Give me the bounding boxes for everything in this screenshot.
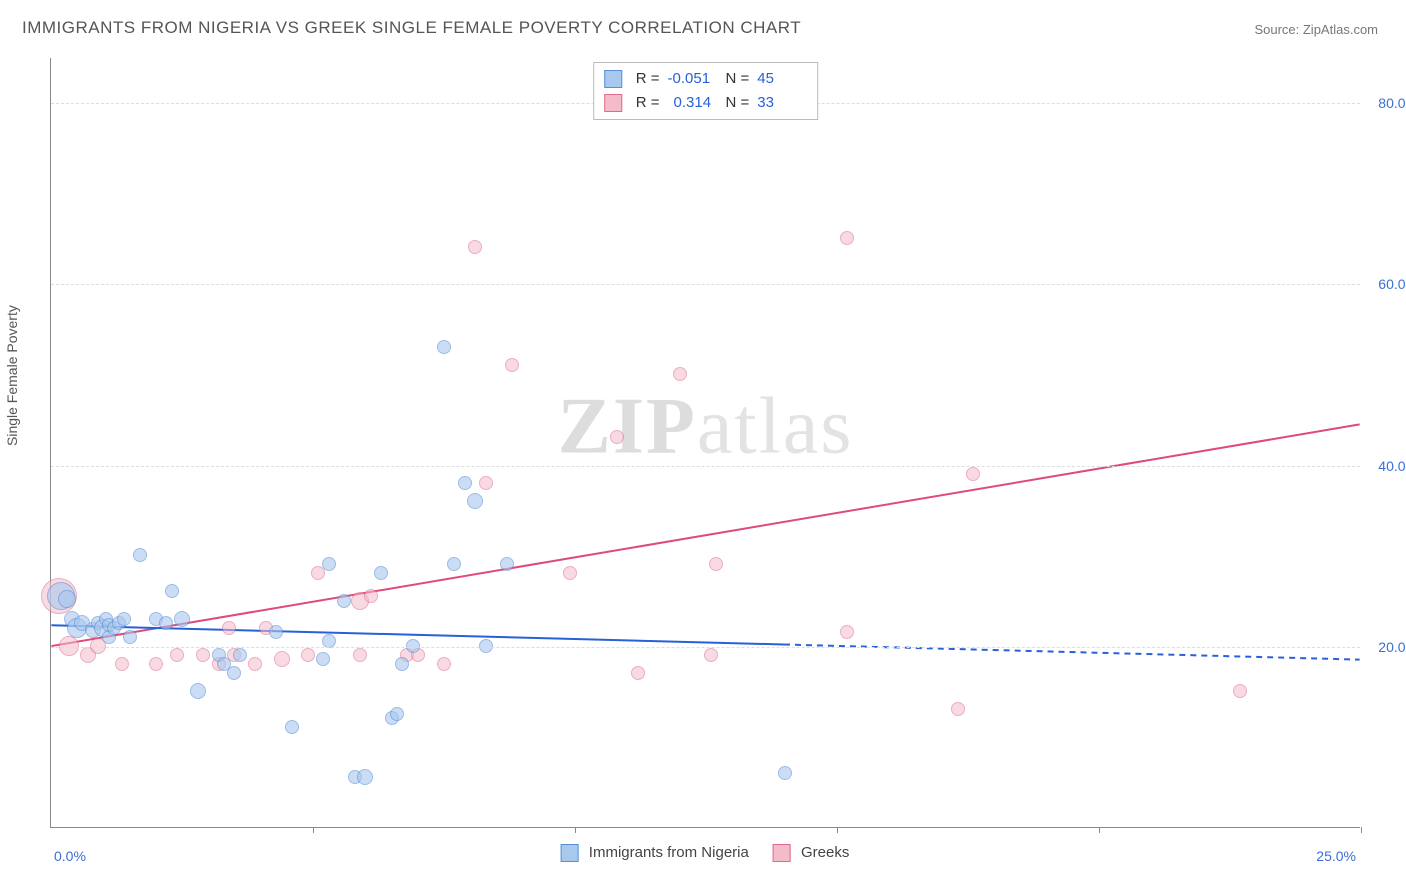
data-point [395, 657, 409, 671]
data-point [840, 625, 854, 639]
data-point [133, 548, 147, 562]
swatch-greeks [604, 94, 622, 112]
legend-label-greeks: Greeks [801, 844, 849, 861]
swatch-nigeria [604, 70, 622, 88]
source-label: Source: ZipAtlas.com [1254, 22, 1378, 37]
data-point [248, 657, 262, 671]
data-point [364, 589, 378, 603]
data-point [285, 720, 299, 734]
data-point [951, 702, 965, 716]
y-tick-label: 60.0% [1378, 276, 1406, 292]
data-point [468, 240, 482, 254]
x-min-label: 0.0% [54, 848, 86, 864]
data-point [563, 566, 577, 580]
data-point [196, 648, 210, 662]
x-axis-area: 0.0% Immigrants from Nigeria Greeks 25.0… [50, 838, 1360, 878]
data-point [159, 616, 173, 630]
data-point [174, 611, 190, 627]
data-point [170, 648, 184, 662]
plot-area: ZIPatlas R = -0.051 N = 45 R = 0.314 N =… [50, 58, 1360, 828]
y-tick-label: 40.0% [1378, 458, 1406, 474]
scatter-points [51, 58, 1360, 827]
correlation-legend: R = -0.051 N = 45 R = 0.314 N = 33 [593, 62, 819, 120]
swatch-nigeria-icon [561, 844, 579, 862]
data-point [1233, 684, 1247, 698]
data-point [610, 430, 624, 444]
data-point [337, 594, 351, 608]
data-point [353, 648, 367, 662]
series-legend: Immigrants from Nigeria Greeks [561, 844, 850, 862]
data-point [437, 340, 451, 354]
legend-item-greeks: Greeks [773, 844, 850, 862]
data-point [840, 231, 854, 245]
data-point [357, 769, 373, 785]
data-point [269, 625, 283, 639]
data-point [222, 621, 236, 635]
data-point [447, 557, 461, 571]
legend-row-nigeria: R = -0.051 N = 45 [604, 67, 808, 91]
legend-row-greeks: R = 0.314 N = 33 [604, 91, 808, 115]
data-point [500, 557, 514, 571]
data-point [704, 648, 718, 662]
data-point [123, 630, 137, 644]
swatch-greeks-icon [773, 844, 791, 862]
data-point [117, 612, 131, 626]
y-tick-label: 80.0% [1378, 95, 1406, 111]
data-point [115, 657, 129, 671]
data-point [374, 566, 388, 580]
data-point [709, 557, 723, 571]
data-point [165, 584, 179, 598]
y-axis-label: Single Female Poverty [4, 305, 20, 446]
data-point [437, 657, 451, 671]
data-point [505, 358, 519, 372]
data-point [322, 557, 336, 571]
data-point [458, 476, 472, 490]
data-point [149, 657, 163, 671]
data-point [673, 367, 687, 381]
data-point [274, 651, 290, 667]
data-point [233, 648, 247, 662]
data-point [966, 467, 980, 481]
y-tick-label: 20.0% [1378, 639, 1406, 655]
data-point [316, 652, 330, 666]
chart-title: IMMIGRANTS FROM NIGERIA VS GREEK SINGLE … [22, 18, 801, 38]
data-point [390, 707, 404, 721]
data-point [58, 590, 76, 608]
legend-item-nigeria: Immigrants from Nigeria [561, 844, 749, 862]
x-max-label: 25.0% [1316, 848, 1356, 864]
data-point [190, 683, 206, 699]
data-point [467, 493, 483, 509]
legend-label-nigeria: Immigrants from Nigeria [589, 844, 749, 861]
data-point [227, 666, 241, 680]
data-point [301, 648, 315, 662]
data-point [631, 666, 645, 680]
data-point [778, 766, 792, 780]
data-point [479, 476, 493, 490]
